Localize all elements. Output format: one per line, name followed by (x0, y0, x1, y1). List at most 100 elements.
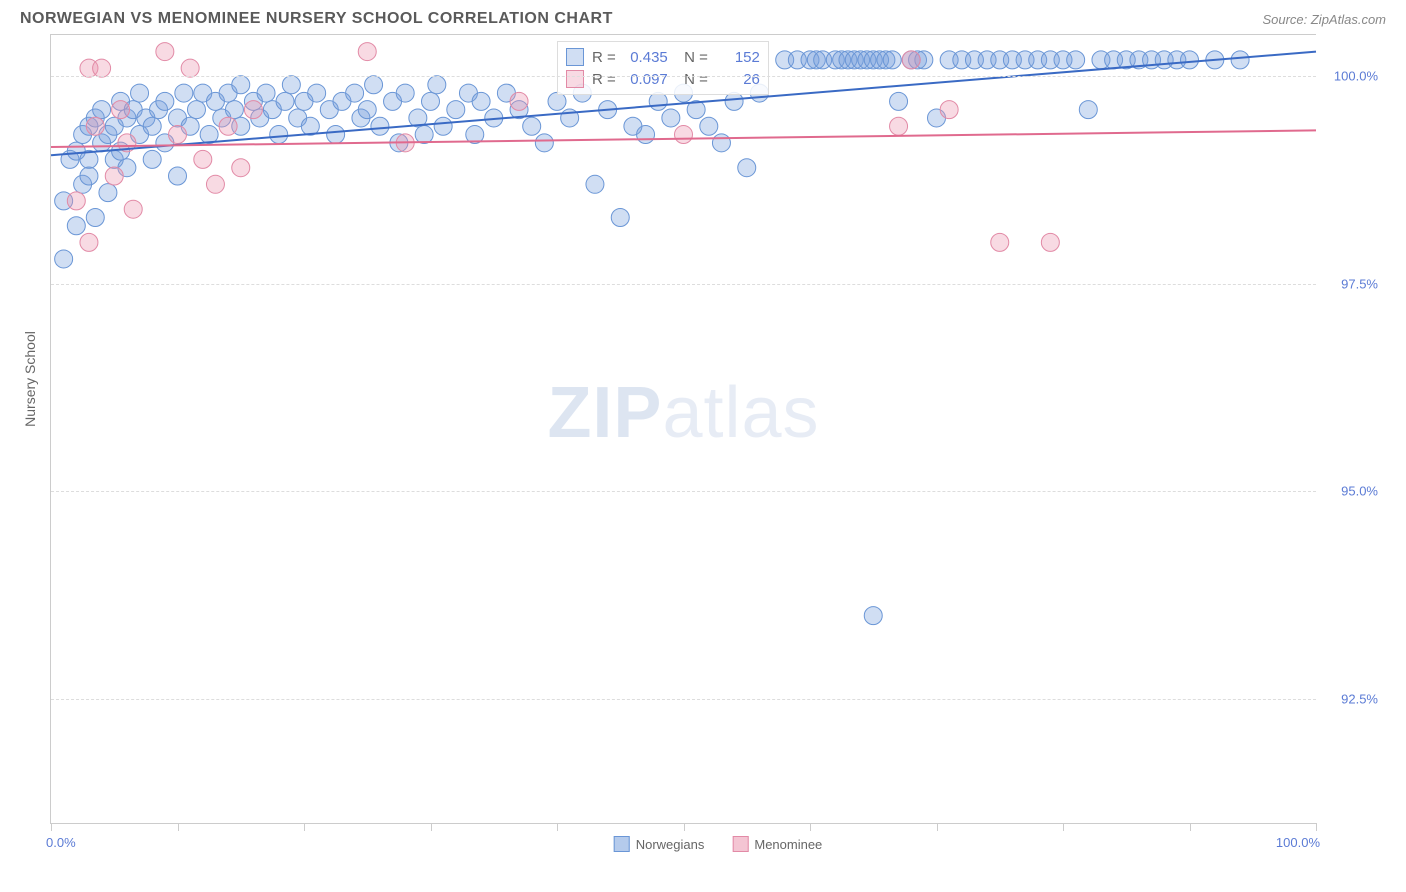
data-point[interactable] (175, 84, 193, 102)
data-point[interactable] (282, 76, 300, 94)
data-point[interactable] (523, 117, 541, 135)
data-point[interactable] (143, 150, 161, 168)
data-point[interactable] (434, 117, 452, 135)
data-point[interactable] (371, 117, 389, 135)
data-point[interactable] (276, 92, 294, 110)
stats-r-label: R = (592, 49, 616, 66)
data-point[interactable] (225, 101, 243, 119)
data-point[interactable] (80, 233, 98, 251)
data-point[interactable] (738, 159, 756, 177)
data-point[interactable] (637, 126, 655, 144)
y-tick-label: 95.0% (1341, 484, 1378, 499)
data-point[interactable] (365, 76, 383, 94)
data-point[interactable] (219, 117, 237, 135)
x-tick (557, 823, 558, 831)
x-tick (1190, 823, 1191, 831)
data-point[interactable] (428, 76, 446, 94)
data-point[interactable] (93, 101, 111, 119)
data-point[interactable] (422, 92, 440, 110)
data-point[interactable] (890, 117, 908, 135)
stats-row: R =0.435 N =152 (566, 46, 760, 68)
data-point[interactable] (940, 101, 958, 119)
data-point[interactable] (902, 51, 920, 69)
data-point[interactable] (510, 92, 528, 110)
legend-item[interactable]: Menominee (732, 836, 822, 852)
data-point[interactable] (358, 43, 376, 61)
data-point[interactable] (156, 43, 174, 61)
y-axis-title: Nursery School (22, 331, 38, 427)
data-point[interactable] (99, 184, 117, 202)
data-point[interactable] (358, 101, 376, 119)
data-point[interactable] (105, 167, 123, 185)
data-point[interactable] (991, 233, 1009, 251)
data-point[interactable] (93, 59, 111, 77)
x-tick (810, 823, 811, 831)
data-point[interactable] (396, 84, 414, 102)
data-point[interactable] (112, 101, 130, 119)
stats-r-value: 0.097 (624, 71, 668, 88)
data-point[interactable] (1041, 233, 1059, 251)
data-point[interactable] (181, 59, 199, 77)
stats-n-value: 152 (716, 49, 760, 66)
data-point[interactable] (156, 92, 174, 110)
data-point[interactable] (270, 126, 288, 144)
data-point[interactable] (712, 134, 730, 152)
stats-row: R =0.097 N =26 (566, 68, 760, 90)
data-point[interactable] (143, 117, 161, 135)
data-point[interactable] (611, 208, 629, 226)
plot-svg (51, 35, 1316, 823)
x-tick (684, 823, 685, 831)
data-point[interactable] (725, 92, 743, 110)
data-point[interactable] (67, 192, 85, 210)
data-point[interactable] (187, 101, 205, 119)
data-point[interactable] (586, 175, 604, 193)
data-point[interactable] (1231, 51, 1249, 69)
data-point[interactable] (864, 607, 882, 625)
data-point[interactable] (883, 51, 901, 69)
data-point[interactable] (472, 92, 490, 110)
data-point[interactable] (1067, 51, 1085, 69)
data-point[interactable] (890, 92, 908, 110)
data-point[interactable] (232, 76, 250, 94)
data-point[interactable] (649, 92, 667, 110)
data-point[interactable] (700, 117, 718, 135)
data-point[interactable] (308, 84, 326, 102)
y-tick-label: 97.5% (1341, 276, 1378, 291)
plot-area: ZIPatlas R =0.435 N =152R =0.097 N =26 9… (50, 34, 1316, 824)
data-point[interactable] (55, 250, 73, 268)
data-point[interactable] (415, 126, 433, 144)
data-point[interactable] (80, 167, 98, 185)
chart-container: ZIPatlas R =0.435 N =152R =0.097 N =26 9… (50, 34, 1386, 824)
y-tick-label: 100.0% (1334, 69, 1378, 84)
x-tick (304, 823, 305, 831)
gridline-h (51, 284, 1316, 285)
data-point[interactable] (244, 101, 262, 119)
x-tick (1063, 823, 1064, 831)
data-point[interactable] (131, 84, 149, 102)
data-point[interactable] (206, 175, 224, 193)
stats-r-label: R = (592, 71, 616, 88)
data-point[interactable] (675, 126, 693, 144)
data-point[interactable] (232, 159, 250, 177)
data-point[interactable] (194, 150, 212, 168)
data-point[interactable] (327, 126, 345, 144)
stats-swatch (566, 70, 584, 88)
data-point[interactable] (169, 126, 187, 144)
data-point[interactable] (86, 208, 104, 226)
data-point[interactable] (67, 217, 85, 235)
data-point[interactable] (447, 101, 465, 119)
data-point[interactable] (86, 117, 104, 135)
stats-n-label: N = (676, 49, 708, 66)
data-point[interactable] (257, 84, 275, 102)
data-point[interactable] (169, 167, 187, 185)
stats-n-label: N = (676, 71, 708, 88)
legend-item[interactable]: Norwegians (614, 836, 705, 852)
data-point[interactable] (346, 84, 364, 102)
data-point[interactable] (124, 200, 142, 218)
data-point[interactable] (1079, 101, 1097, 119)
data-point[interactable] (548, 92, 566, 110)
data-point[interactable] (535, 134, 553, 152)
x-tick (51, 823, 52, 831)
data-point[interactable] (662, 109, 680, 127)
data-point[interactable] (1181, 51, 1199, 69)
